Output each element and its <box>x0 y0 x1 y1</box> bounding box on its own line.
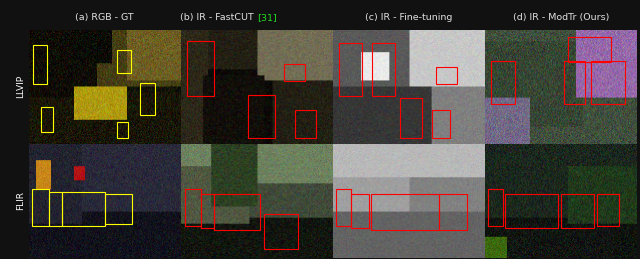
Bar <box>591 61 625 104</box>
Bar <box>372 44 395 96</box>
Bar <box>568 37 611 62</box>
Bar <box>105 194 132 224</box>
Bar <box>117 122 127 138</box>
Bar <box>33 45 47 84</box>
Bar <box>564 61 585 104</box>
Text: (b) IR - FastCUT: (b) IR - FastCUT <box>180 13 257 22</box>
Bar <box>339 44 362 96</box>
Bar <box>140 83 155 115</box>
Text: (d) IR - ModTr (Ours): (d) IR - ModTr (Ours) <box>513 13 609 22</box>
Bar <box>200 194 214 228</box>
Bar <box>336 189 351 226</box>
Bar <box>400 98 422 138</box>
Bar <box>186 189 200 226</box>
Bar <box>488 189 503 226</box>
Text: [31]: [31] <box>257 13 276 22</box>
Bar <box>117 50 131 73</box>
Bar <box>187 41 214 96</box>
Bar <box>295 110 316 138</box>
Bar <box>49 192 62 226</box>
Bar <box>32 189 49 226</box>
Bar <box>504 194 558 228</box>
Text: LLVIP: LLVIP <box>16 75 25 98</box>
Bar <box>214 194 260 230</box>
Bar <box>351 194 369 228</box>
Text: FLIR: FLIR <box>16 191 25 210</box>
Text: (a) RGB - GT: (a) RGB - GT <box>76 13 134 22</box>
Text: (c) IR - Fine-tuning: (c) IR - Fine-tuning <box>365 13 452 22</box>
Bar <box>439 194 467 230</box>
Bar <box>284 64 305 81</box>
Bar <box>436 67 458 84</box>
Bar <box>41 107 53 132</box>
Bar <box>431 110 450 138</box>
Bar <box>491 61 515 104</box>
Bar <box>248 95 275 138</box>
Bar <box>561 194 595 228</box>
Bar <box>62 192 105 226</box>
Bar <box>371 194 439 230</box>
Bar <box>264 214 298 249</box>
Bar <box>597 194 618 226</box>
